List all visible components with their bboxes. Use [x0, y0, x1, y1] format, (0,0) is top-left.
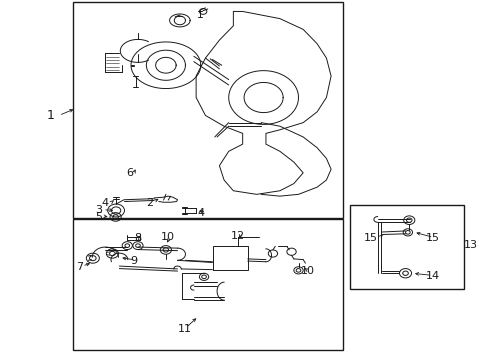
- Text: 7: 7: [76, 262, 83, 272]
- Text: 10: 10: [161, 232, 175, 242]
- Text: 6: 6: [126, 168, 134, 178]
- Text: 10: 10: [301, 266, 315, 276]
- Text: 1: 1: [47, 109, 55, 122]
- Text: 15: 15: [425, 233, 440, 243]
- Text: 4: 4: [102, 198, 109, 208]
- Text: 2: 2: [146, 198, 153, 208]
- Text: 14: 14: [425, 271, 440, 281]
- Text: 9: 9: [130, 256, 137, 266]
- Text: 3: 3: [95, 206, 102, 216]
- Text: 5: 5: [95, 212, 102, 222]
- Text: 8: 8: [134, 233, 142, 243]
- Text: 15: 15: [364, 233, 378, 243]
- Bar: [213, 246, 248, 270]
- Text: 4: 4: [197, 208, 204, 218]
- Text: 13: 13: [464, 240, 478, 250]
- Text: 12: 12: [231, 231, 245, 240]
- Text: 11: 11: [177, 324, 192, 334]
